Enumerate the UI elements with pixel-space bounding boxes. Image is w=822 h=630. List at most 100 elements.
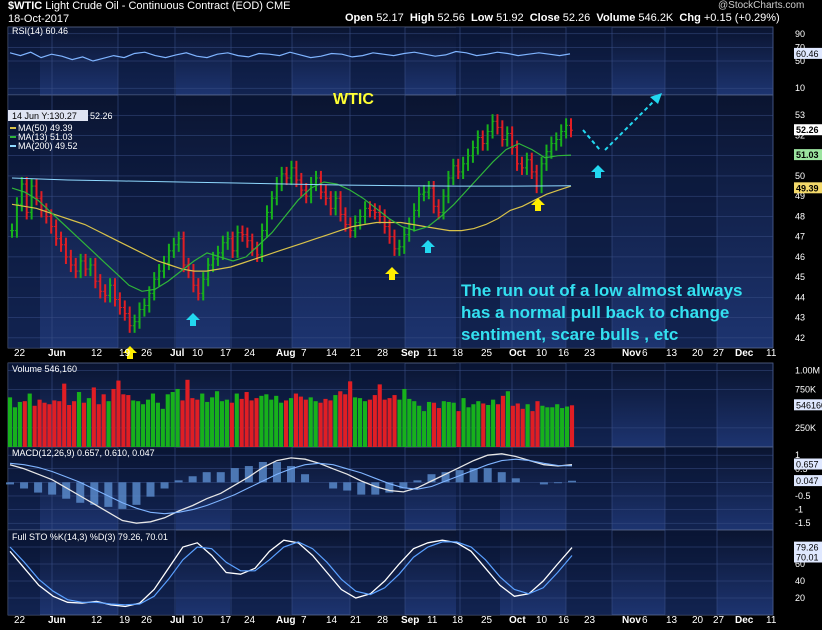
macd-current-box: [794, 475, 822, 487]
chart-marks: [6, 50, 662, 608]
annotation-note-line: sentiment, scare bulls , etc: [461, 325, 678, 344]
volume-bar: [47, 404, 52, 447]
volume-bar: [106, 401, 111, 447]
price-current-box: [794, 182, 822, 194]
macd-histogram-bar: [118, 482, 127, 509]
x-tick-label: 21: [350, 348, 362, 359]
x-tick-label: Aug: [276, 348, 295, 359]
macd-histogram-bar: [258, 461, 267, 483]
price-current-box: [794, 149, 822, 161]
volume-bar: [185, 379, 190, 447]
price-legend-entry: MA(50) 49.39: [18, 123, 73, 133]
header-title: $WTIC Light Crude Oil - Continuous Contr…: [8, 0, 290, 12]
volume-bar: [530, 411, 535, 447]
volume-bar: [72, 401, 77, 447]
rsi-tick-label: 50: [795, 56, 805, 66]
rsi-tick-label: 10: [795, 83, 805, 93]
macd-tick-label: -1.5: [795, 518, 811, 528]
volume-bar: [451, 402, 456, 447]
macd-histogram-bar: [202, 472, 211, 483]
panel-band: [230, 530, 292, 615]
rsi-line: [9, 50, 571, 62]
low-value: 51.92: [496, 12, 524, 24]
x-tick-label: 28: [377, 615, 389, 626]
volume-bar: [441, 401, 446, 447]
volume-bar: [520, 408, 525, 447]
x-tick-label: 20: [692, 348, 704, 359]
macd-histogram-bar: [230, 468, 239, 483]
x-tick-label: Jul: [170, 615, 185, 626]
price-tick-label: 47: [795, 232, 805, 242]
x-tick-label: 17: [220, 615, 232, 626]
macd-histogram-bar: [244, 466, 253, 483]
volume-bar: [540, 405, 545, 447]
macd-histogram-bar: [160, 482, 169, 489]
sto-legend: Full STO %K(14,3) %D(3) 79.26, 70.01: [12, 532, 168, 542]
volume-bar: [328, 400, 333, 447]
macd-histogram-bar: [301, 474, 310, 483]
volume-bar: [57, 401, 62, 447]
volume-bar: [141, 404, 146, 447]
panel-band: [566, 530, 612, 615]
volume-bar: [486, 405, 491, 447]
macd-histogram-bar: [188, 476, 197, 483]
volume-bar: [195, 399, 200, 447]
volume-bar: [564, 406, 570, 447]
x-tick-label: Dec: [735, 348, 754, 359]
macd-histogram-bar: [539, 482, 548, 485]
projection-line-up: [604, 99, 656, 151]
x-tick-label: 16: [558, 615, 570, 626]
volume-bar: [264, 394, 269, 447]
panel-band: [456, 447, 500, 530]
volume-bar: [372, 395, 377, 447]
volume-bar: [367, 399, 372, 447]
x-tick-label: Nov: [622, 615, 641, 626]
macd-histogram-bar: [329, 482, 338, 489]
volume-bar: [170, 392, 175, 447]
price-tick-label: 45: [795, 272, 805, 282]
x-tick-label: 10: [192, 615, 204, 626]
volume-current-box: [794, 399, 822, 411]
volume-bar: [293, 393, 299, 447]
volume-bar: [22, 401, 27, 447]
volume-bar: [397, 399, 402, 447]
macd-legend: MACD(12,26,9) 0.657, 0.610, 0.047: [12, 448, 155, 458]
volume-bar: [205, 401, 210, 447]
projection-arrowhead: [650, 93, 662, 104]
date-label: 18-Oct-2017: [8, 13, 70, 25]
price-current-box: [794, 124, 822, 136]
macd-histogram-bar: [357, 482, 366, 495]
macd-line: [9, 453, 573, 524]
panel-band: [118, 530, 176, 615]
volume-bar: [402, 388, 407, 447]
volume-bar: [560, 408, 565, 447]
description-label: Light Crude Oil - Continuous Contract (E…: [45, 0, 263, 12]
volume-bar: [62, 383, 67, 447]
volume-bar: [175, 388, 180, 447]
volume-bar: [155, 402, 160, 447]
volume-bar: [27, 393, 32, 447]
x-tick-label: 11: [766, 348, 777, 359]
price-tick-label: 48: [795, 211, 805, 221]
x-tick-label: 23: [584, 348, 596, 359]
volume-tick-label: 250K: [795, 423, 816, 433]
sto-d-line: [9, 541, 573, 606]
macd-histogram-bar: [553, 482, 562, 484]
volume-bar: [288, 398, 294, 447]
volume-bar: [126, 395, 131, 447]
volume-bar: [446, 401, 451, 447]
volume-bar: [283, 400, 289, 447]
tooltip-value: 52.26: [90, 111, 113, 121]
projection-line-down: [582, 129, 601, 151]
sto-current-label: 79.26: [796, 543, 819, 553]
volume-bar: [111, 388, 116, 447]
volume-bar: [76, 392, 82, 447]
ohlc-readout: Open 52.17 High 52.56 Low 51.92 Close 52…: [345, 12, 780, 24]
volume-bar: [417, 405, 422, 447]
tooltip-box: [8, 110, 88, 121]
x-tick-label: 25: [481, 348, 493, 359]
volume-bar: [362, 401, 368, 447]
panel-band: [665, 95, 717, 348]
panel-band: [350, 530, 405, 615]
